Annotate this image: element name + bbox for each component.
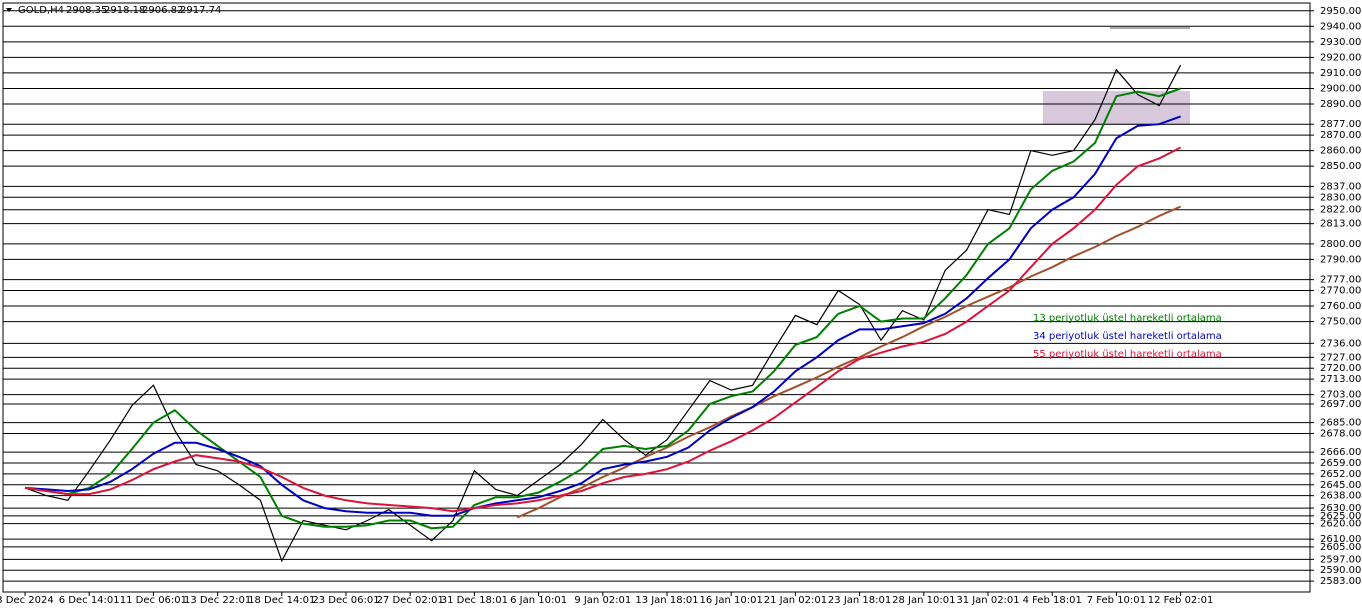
x-tick-label: 21 Jan 02:01	[764, 595, 827, 606]
y-tick-label: 2930.00	[1320, 37, 1361, 48]
y-tick-label: 2597.00	[1320, 554, 1361, 565]
y-tick-label: 2830.00	[1320, 192, 1361, 203]
y-tick-label: 2736.00	[1320, 338, 1361, 349]
y-tick-label: 2790.00	[1320, 254, 1361, 265]
y-tick-label: 2727.00	[1320, 352, 1361, 363]
price-line	[24, 64, 1182, 563]
y-tick-label: 2800.00	[1320, 239, 1361, 250]
y-tick-label: 2900.00	[1320, 83, 1361, 94]
ema-line	[24, 87, 1181, 530]
y-tick-label: 2750.00	[1320, 317, 1361, 328]
x-tick-label: 4 Feb 18:01	[1023, 595, 1082, 606]
x-tick-label: 31 Dec 18:01	[441, 595, 508, 606]
x-tick-label: 23 Jan 18:01	[828, 595, 891, 606]
y-tick-label: 2890.00	[1320, 99, 1361, 110]
y-tick-label: 2950.00	[1320, 6, 1361, 17]
legend-entry: 34 periyotluk üstel hareketli ortalama	[1033, 331, 1222, 342]
x-tick-label: 31 Jan 02:01	[956, 595, 1019, 606]
x-tick-label: 13 Dec 22:01	[184, 595, 251, 606]
y-tick-label: 2605.00	[1320, 542, 1361, 553]
x-tick-label: 9 Jan 02:01	[574, 595, 631, 606]
y-tick-label: 2645.00	[1320, 480, 1361, 491]
y-tick-label: 2850.00	[1320, 161, 1361, 172]
y-tick-label: 2877.00	[1320, 119, 1361, 130]
y-tick-label: 2940.00	[1320, 21, 1361, 32]
trendline	[516, 205, 1181, 519]
y-tick-label: 2813.00	[1320, 219, 1361, 230]
ema-line	[24, 115, 1181, 517]
y-tick-label: 2652.00	[1320, 469, 1361, 480]
y-tick-label: 2720.00	[1320, 363, 1361, 374]
y-tick-label: 2678.00	[1320, 428, 1361, 439]
y-tick-label: 2620.00	[1320, 519, 1361, 530]
y-tick-label: 2625.00	[1320, 511, 1361, 522]
y-tick-label: 2822.00	[1320, 205, 1361, 216]
y-tick-label: 2697.00	[1320, 399, 1361, 410]
x-tick-label: 6 Dec 14:01	[59, 595, 120, 606]
y-tick-label: 2638.00	[1320, 491, 1361, 502]
x-tick-label: 28 Jan 10:01	[892, 595, 955, 606]
x-tick-label: 3 Dec 2024	[0, 595, 54, 606]
y-tick-label: 2870.00	[1320, 130, 1361, 141]
y-tick-label: 2713.00	[1320, 374, 1361, 385]
menu-arrow	[6, 8, 12, 12]
x-tick-label: 6 Jan 10:01	[510, 595, 567, 606]
y-tick-label: 2770.00	[1320, 286, 1361, 297]
y-tick-label: 2583.00	[1320, 576, 1361, 587]
y-tick-label: 2860.00	[1320, 146, 1361, 157]
y-tick-label: 2659.00	[1320, 458, 1361, 469]
legend-entry: 55 periyotluk üstel hareketli ortalama	[1033, 349, 1222, 360]
legend-entry: 13 periyotluk üstel hareketli ortalama	[1033, 313, 1222, 324]
x-tick-label: 23 Dec 06:01	[312, 595, 379, 606]
y-tick-label: 2777.00	[1320, 275, 1361, 286]
y-tick-label: 2760.00	[1320, 301, 1361, 312]
x-tick-label: 7 Feb 10:01	[1087, 595, 1146, 606]
x-tick-label: 27 Dec 02:01	[377, 595, 444, 606]
x-tick-label: 11 Dec 06:01	[120, 595, 187, 606]
x-tick-label: 12 Feb 02:01	[1148, 595, 1214, 606]
y-tick-label: 2703.00	[1320, 390, 1361, 401]
y-tick-label: 2685.00	[1320, 418, 1361, 429]
y-tick-label: 2837.00	[1320, 181, 1361, 192]
y-tick-label: 2610.00	[1320, 534, 1361, 545]
x-tick-label: 18 Dec 14:01	[248, 595, 315, 606]
x-tick-label: 16 Jan 10:01	[700, 595, 763, 606]
y-tick-label: 2666.00	[1320, 447, 1361, 458]
y-tick-label: 2910.00	[1320, 68, 1361, 79]
y-tick-label: 2630.00	[1320, 503, 1361, 514]
x-tick-label: 13 Jan 18:01	[635, 595, 698, 606]
y-tick-label: 2920.00	[1320, 52, 1361, 63]
ema-line	[24, 146, 1182, 513]
y-tick-label: 2590.00	[1320, 565, 1361, 576]
